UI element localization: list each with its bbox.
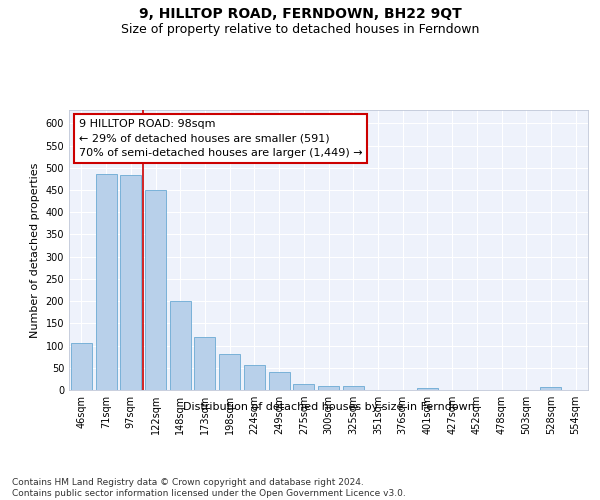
- Bar: [95, 174, 116, 390]
- Text: 9 HILLTOP ROAD: 98sqm
← 29% of detached houses are smaller (591)
70% of semi-det: 9 HILLTOP ROAD: 98sqm ← 29% of detached …: [79, 119, 362, 158]
- Y-axis label: Number of detached properties: Number of detached properties: [30, 162, 40, 338]
- Bar: [269, 372, 290, 390]
- Text: Size of property relative to detached houses in Ferndown: Size of property relative to detached ho…: [121, 22, 479, 36]
- Bar: [244, 365, 265, 390]
- Bar: [120, 176, 141, 390]
- Bar: [71, 344, 92, 390]
- Bar: [219, 354, 240, 390]
- Bar: [343, 386, 364, 390]
- Text: Distribution of detached houses by size in Ferndown: Distribution of detached houses by size …: [183, 402, 475, 412]
- Text: 9, HILLTOP ROAD, FERNDOWN, BH22 9QT: 9, HILLTOP ROAD, FERNDOWN, BH22 9QT: [139, 8, 461, 22]
- Bar: [145, 190, 166, 390]
- Bar: [293, 384, 314, 390]
- Text: Contains HM Land Registry data © Crown copyright and database right 2024.
Contai: Contains HM Land Registry data © Crown c…: [12, 478, 406, 498]
- Bar: [170, 301, 191, 390]
- Bar: [318, 386, 339, 390]
- Bar: [194, 336, 215, 390]
- Bar: [541, 388, 562, 390]
- Bar: [417, 388, 438, 390]
